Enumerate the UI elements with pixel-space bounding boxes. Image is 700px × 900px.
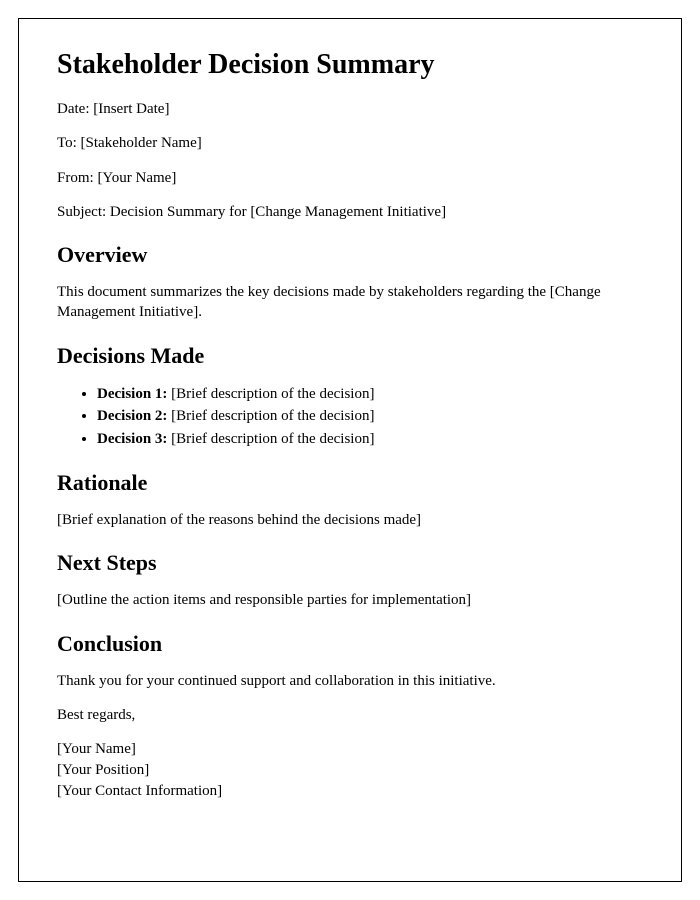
conclusion-thank-you: Thank you for your continued support and…: [57, 671, 643, 691]
closing-salutation: Best regards,: [57, 705, 643, 725]
decision-desc: [Brief description of the decision]: [167, 408, 374, 424]
signature-name: [Your Name]: [57, 739, 643, 760]
decisions-heading: Decisions Made: [57, 343, 643, 369]
rationale-body: [Brief explanation of the reasons behind…: [57, 510, 643, 530]
from-value: [Your Name]: [97, 170, 176, 186]
rationale-heading: Rationale: [57, 470, 643, 496]
page-title: Stakeholder Decision Summary: [57, 49, 643, 81]
document-frame: Stakeholder Decision Summary Date: [Inse…: [18, 18, 682, 882]
decision-label: Decision 2:: [97, 408, 167, 424]
header-subject-line: Subject: Decision Summary for [Change Ma…: [57, 202, 643, 222]
to-value: [Stakeholder Name]: [81, 135, 202, 151]
date-value: [Insert Date]: [93, 101, 169, 117]
to-label: To:: [57, 135, 81, 151]
from-label: From:: [57, 170, 97, 186]
header-date-line: Date: [Insert Date]: [57, 99, 643, 119]
decision-desc: [Brief description of the decision]: [167, 386, 374, 402]
decisions-list: Decision 1: [Brief description of the de…: [97, 383, 643, 451]
date-label: Date:: [57, 101, 93, 117]
decision-desc: [Brief description of the decision]: [167, 431, 374, 447]
next-steps-body: [Outline the action items and responsibl…: [57, 590, 643, 610]
header-from-line: From: [Your Name]: [57, 168, 643, 188]
next-steps-heading: Next Steps: [57, 550, 643, 576]
decision-label: Decision 1:: [97, 386, 167, 402]
signature-block: [Your Name] [Your Position] [Your Contac…: [57, 739, 643, 802]
signature-position: [Your Position]: [57, 760, 643, 781]
overview-body: This document summarizes the key decisio…: [57, 282, 643, 323]
decision-label: Decision 3:: [97, 431, 167, 447]
list-item: Decision 3: [Brief description of the de…: [97, 428, 643, 451]
conclusion-heading: Conclusion: [57, 631, 643, 657]
header-to-line: To: [Stakeholder Name]: [57, 133, 643, 153]
subject-label: Subject:: [57, 204, 110, 220]
subject-value: Decision Summary for [Change Management …: [110, 204, 446, 220]
signature-contact: [Your Contact Information]: [57, 781, 643, 802]
list-item: Decision 2: [Brief description of the de…: [97, 405, 643, 428]
list-item: Decision 1: [Brief description of the de…: [97, 383, 643, 406]
overview-heading: Overview: [57, 242, 643, 268]
